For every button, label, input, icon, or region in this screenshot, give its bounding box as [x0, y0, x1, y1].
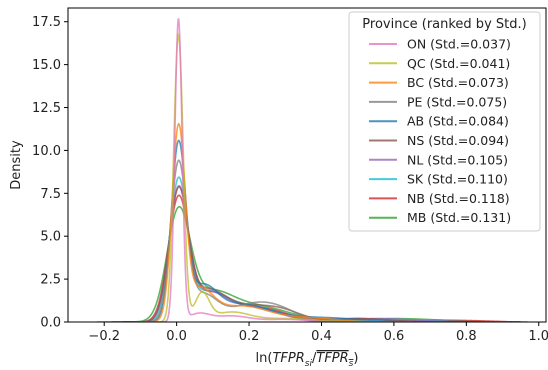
legend-item: NS (Std.=0.094): [369, 133, 509, 148]
axes-frame: [67, 7, 547, 323]
legend-item: ON (Std.=0.037): [369, 37, 511, 52]
x-axis-label: ln(TFPRsi/TFPRs): [256, 351, 359, 369]
legend-label: BC (Std.=0.073): [407, 75, 509, 90]
legend-item: BC (Std.=0.073): [369, 75, 509, 90]
legend-label: QC (Std.=0.041): [407, 56, 510, 71]
legend-item: QC (Std.=0.041): [369, 56, 510, 71]
x-axis-label-suffix: ): [353, 351, 358, 366]
x-tick-label: 0.0: [166, 329, 187, 344]
legend-label: SK (Std.=0.110): [407, 172, 508, 187]
x-tick-label: 1.0: [528, 329, 548, 344]
y-tick-label: 7.5: [40, 187, 61, 202]
legend-item: NB (Std.=0.118): [369, 191, 510, 206]
x-axis-label-numerator-sub: si: [305, 359, 313, 369]
y-axis-label: Density: [9, 140, 24, 190]
x-axis-label-prefix: ln(: [256, 351, 273, 366]
y-tick-label: 10.0: [32, 144, 61, 159]
legend-item: NL (Std.=0.105): [369, 152, 508, 167]
legend-item: PE (Std.=0.075): [369, 94, 507, 109]
legend-title: Province (ranked by Std.): [362, 17, 526, 32]
x-axis-label-separator: /: [312, 351, 317, 366]
legend-label: MB (Std.=0.131): [407, 210, 511, 225]
legend-label: ON (Std.=0.037): [407, 37, 511, 52]
y-tick-label: 0.0: [40, 316, 61, 331]
y-tick-label: 15.0: [32, 58, 61, 73]
legend-label: NS (Std.=0.094): [407, 133, 509, 148]
legend-item: SK (Std.=0.110): [369, 172, 508, 187]
y-tick-label: 5.0: [40, 230, 61, 245]
x-tick-label: 0.8: [456, 329, 477, 344]
x-axis-label-denominator-sub: s: [349, 359, 354, 369]
x-tick-label: 0.6: [384, 329, 405, 344]
x-axis-label-numerator: TFPR: [272, 351, 304, 366]
legend-item: MB (Std.=0.131): [369, 210, 511, 225]
legend-box: [348, 11, 541, 232]
x-axis-ticks: −0.2 0.0 0.2 0.4 0.6 0.8 1.0: [88, 322, 548, 344]
legend: Province (ranked by Std.) ON (Std.=0.037…: [348, 11, 541, 232]
y-tick-label: 2.5: [40, 273, 61, 288]
x-tick-label: 0.4: [311, 329, 332, 344]
legend-label: AB (Std.=0.084): [407, 114, 509, 129]
legend-label: NB (Std.=0.118): [407, 191, 510, 206]
legend-label: NL (Std.=0.105): [407, 152, 508, 167]
legend-item: AB (Std.=0.084): [369, 114, 509, 129]
y-tick-label: 17.5: [32, 15, 61, 30]
x-axis-label-denominator: TFPR: [316, 351, 348, 366]
x-tick-label: −0.2: [88, 329, 120, 344]
y-axis-ticks: 0.0 2.5 5.0 7.5 10.0 12.5 15.0 17.5: [32, 15, 68, 331]
legend-label: PE (Std.=0.075): [407, 94, 507, 109]
x-tick-label: 0.2: [239, 329, 260, 344]
y-tick-label: 12.5: [32, 101, 61, 116]
